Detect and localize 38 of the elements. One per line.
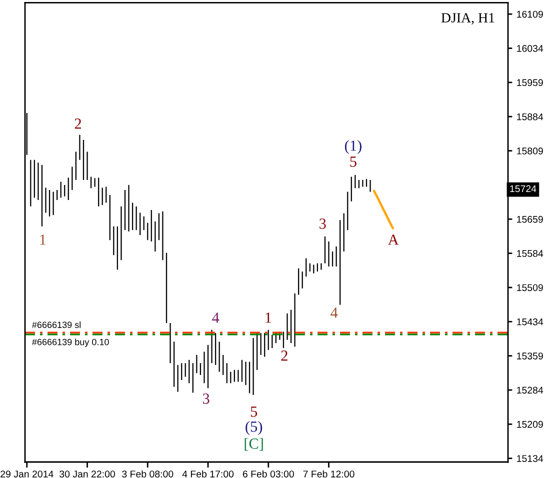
y-tick-label: 16034 xyxy=(517,45,544,52)
annotation: 5 xyxy=(250,406,258,417)
y-tick-label: 15659 xyxy=(517,216,543,223)
y-tick-label: 15284 xyxy=(517,386,544,394)
y-tick-label: 15884 xyxy=(517,113,544,120)
text: DJIA, H1 xyxy=(441,13,494,24)
x-tick-label: 30 Jan 22:00 xyxy=(60,470,115,478)
annotation: A xyxy=(388,234,399,245)
y-tick-label: 15959 xyxy=(517,79,543,86)
y-tick-label: 15509 xyxy=(517,284,543,292)
annotation: 2 xyxy=(74,118,82,129)
y-tick-label: 16109 xyxy=(517,10,543,18)
x-tick-label: 29 Jan 2014 xyxy=(0,470,54,478)
x-tick-label: 3 Feb 08:00 xyxy=(122,470,174,478)
annotation: 3 xyxy=(320,218,326,229)
x-tick-label: 7 Feb 12:00 xyxy=(303,470,354,478)
annotation: 1 xyxy=(266,312,272,323)
annotation: 4 xyxy=(330,308,338,318)
annotation: [C] xyxy=(244,438,263,451)
y-tick-label: 15809 xyxy=(517,148,543,154)
annotation: (5) xyxy=(246,421,262,435)
annotation: 15724 xyxy=(510,185,536,192)
y-tick-label: 15584 xyxy=(517,250,544,257)
line-series xyxy=(372,190,394,230)
ref-line-label: #6666139 sl xyxy=(32,321,81,328)
ref-line-label: #6666139 buy 0.10 xyxy=(32,338,109,347)
y-tick-label: 15209 xyxy=(517,420,543,428)
y-tick-label: 15359 xyxy=(517,352,543,360)
annotation: 1 xyxy=(40,234,46,245)
y-tick-label: 15134 xyxy=(517,455,544,462)
annotation: (1) xyxy=(344,140,362,154)
x-tick-label: 4 Feb 17:00 xyxy=(182,470,234,478)
annotation: 5 xyxy=(350,156,356,167)
annotation: 2 xyxy=(281,350,288,361)
annotation: 3 xyxy=(202,394,210,404)
x-tick-label: 6 Feb 03:00 xyxy=(242,470,294,478)
annotation: 4 xyxy=(212,312,220,323)
y-tick-label: 15434 xyxy=(517,318,544,326)
